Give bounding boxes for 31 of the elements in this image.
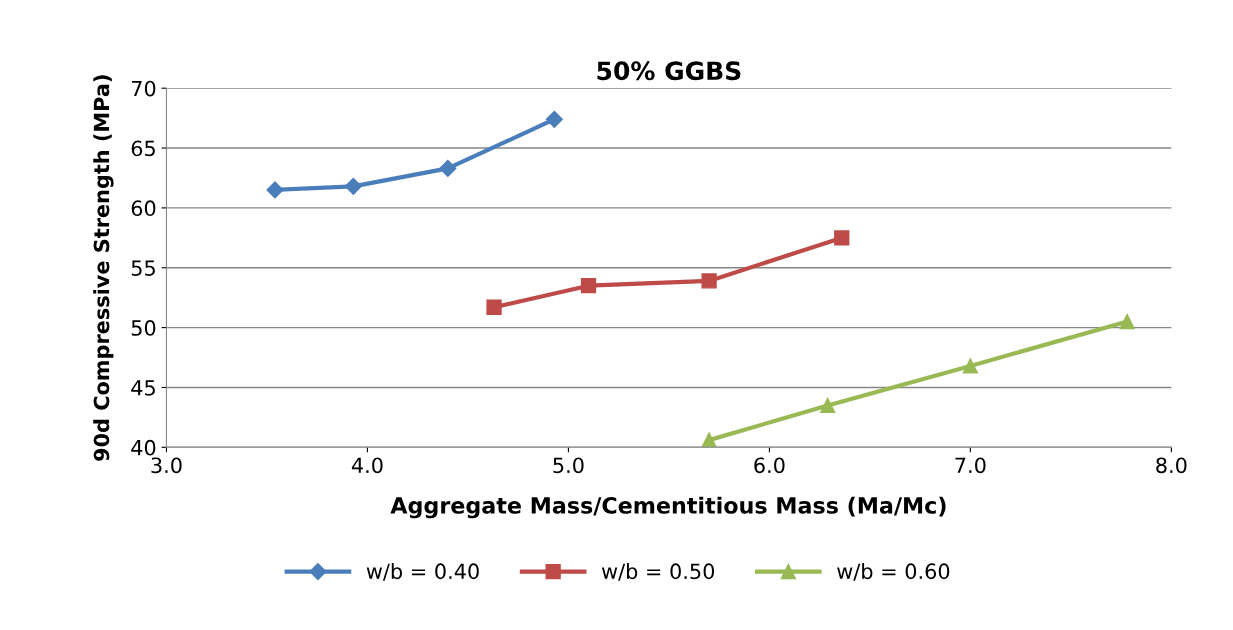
legend-label: w/b = 0.50 — [601, 563, 715, 581]
point — [266, 181, 284, 199]
point — [580, 278, 597, 294]
point — [486, 299, 502, 315]
point — [344, 177, 362, 195]
point — [1119, 313, 1135, 330]
y-tick-label: 50 — [131, 320, 156, 336]
point — [834, 230, 850, 246]
point — [701, 273, 717, 289]
x-tick-label: 3.0 — [151, 457, 182, 474]
x-tick-label: 7.0 — [955, 457, 986, 474]
x-tick-label: 6.0 — [754, 457, 785, 474]
legend-label: w/b = 0.40 — [366, 563, 479, 581]
x-tick-label: 8.0 — [1156, 457, 1187, 474]
y-tick-label: 45 — [131, 380, 155, 396]
point — [820, 397, 836, 414]
x-tick-label: 4.0 — [351, 457, 383, 474]
y-tick-label: 40 — [131, 439, 156, 456]
y-tick-label: 70 — [131, 80, 156, 97]
x-tick-label: 5.0 — [553, 457, 584, 474]
chart-title: 50% GGBS — [597, 61, 741, 81]
y-tick-label: 55 — [131, 260, 155, 276]
point — [545, 110, 563, 128]
point — [962, 358, 979, 374]
point — [439, 159, 457, 177]
legend-label: w/b = 0.60 — [837, 563, 950, 581]
y-axis-title: 90d Compressive Strength (MPa) — [93, 75, 114, 461]
point — [701, 432, 717, 448]
x-axis-title: Aggregate Mass/Cementitious Mass (Ma/Mc) — [390, 496, 946, 519]
y-tick-label: 60 — [131, 200, 156, 217]
y-tick-label: 65 — [131, 140, 155, 157]
